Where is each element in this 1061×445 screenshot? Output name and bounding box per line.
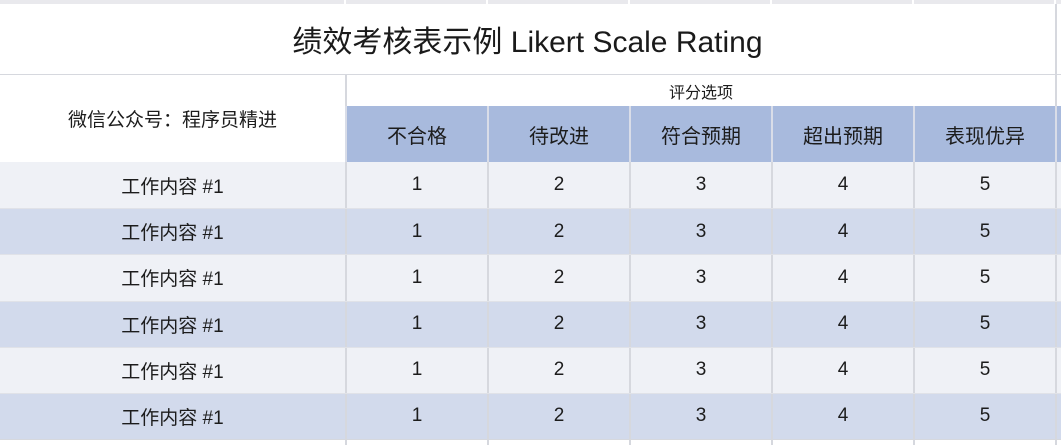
table-body: 工作内容 #1 1 2 3 4 5 工作内容 #1 1 2 3 4 5 工作内容… xyxy=(0,162,1061,439)
row-sliver-cell xyxy=(1055,301,1061,347)
rating-value-cell: 5 xyxy=(913,393,1055,439)
row-label-cell: 工作内容 #1 xyxy=(0,301,345,347)
gridline-segment xyxy=(1055,440,1057,445)
top-gridline-strip xyxy=(0,0,1061,5)
bottom-gridline-strip xyxy=(0,439,1061,445)
rating-value-cell: 3 xyxy=(629,301,771,347)
option-header-0: 不合格 xyxy=(345,106,487,162)
rating-value-cell: 2 xyxy=(487,162,629,209)
rating-value-cell: 3 xyxy=(629,393,771,439)
row-label-cell: 工作内容 #1 xyxy=(0,209,345,255)
rating-value-cell: 2 xyxy=(487,209,629,255)
gridline-segment xyxy=(771,440,773,445)
title-cell: 绩效考核表示例 Likert Scale Rating xyxy=(0,4,1055,74)
option-header-sliver-cell xyxy=(1055,106,1061,162)
table-row: 工作内容 #1 1 2 3 4 5 xyxy=(0,346,1061,393)
title-row: 绩效考核表示例 Likert Scale Rating xyxy=(0,4,1061,75)
rating-value-cell: 5 xyxy=(913,301,1055,347)
rating-value-cell: 3 xyxy=(629,347,771,393)
rating-value-cell: 4 xyxy=(771,162,913,209)
table-row: 工作内容 #1 1 2 3 4 5 xyxy=(0,162,1061,209)
gridline-gap xyxy=(628,0,630,4)
rating-options-group-header: 评分选项 xyxy=(345,75,1055,106)
row-sliver-cell xyxy=(1055,162,1061,209)
table-row: 工作内容 #1 1 2 3 4 5 xyxy=(0,208,1061,255)
rating-value-cell: 5 xyxy=(913,209,1055,255)
rating-value-cell: 5 xyxy=(913,347,1055,393)
option-header-3: 超出预期 xyxy=(771,106,913,162)
rating-value-cell: 3 xyxy=(629,162,771,209)
left-header-cell: 微信公众号：程序员精进 xyxy=(0,75,345,162)
rating-value-cell: 4 xyxy=(771,393,913,439)
row-label-cell: 工作内容 #1 xyxy=(0,393,345,439)
rating-value-cell: 2 xyxy=(487,347,629,393)
title-row-sliver-cell xyxy=(1055,4,1061,74)
gridline-gap xyxy=(486,0,488,4)
option-header-4: 表现优异 xyxy=(913,106,1055,162)
rating-value-cell: 4 xyxy=(771,255,913,301)
row-sliver-cell xyxy=(1055,209,1061,255)
gridline-gap xyxy=(344,0,346,4)
row-label-cell: 工作内容 #1 xyxy=(0,255,345,301)
row-sliver-cell xyxy=(1055,347,1061,393)
rating-value-cell: 1 xyxy=(345,393,487,439)
gridline-gap xyxy=(1054,0,1056,4)
rating-value-cell: 3 xyxy=(629,255,771,301)
gridline-segment xyxy=(487,440,489,445)
rating-value-cell: 2 xyxy=(487,393,629,439)
gridline-segment xyxy=(629,440,631,445)
table-row: 工作内容 #1 1 2 3 4 5 xyxy=(0,300,1061,347)
rating-value-cell: 3 xyxy=(629,209,771,255)
option-header-1: 待改进 xyxy=(487,106,629,162)
table-row: 工作内容 #1 1 2 3 4 5 xyxy=(0,254,1061,301)
gridline-segment xyxy=(913,440,915,445)
rating-value-cell: 4 xyxy=(771,301,913,347)
table-row: 工作内容 #1 1 2 3 4 5 xyxy=(0,392,1061,439)
gridline-segment xyxy=(345,440,347,445)
rating-value-cell: 4 xyxy=(771,347,913,393)
rating-value-cell: 1 xyxy=(345,255,487,301)
row-sliver-cell xyxy=(1055,255,1061,301)
rating-value-cell: 2 xyxy=(487,301,629,347)
rating-value-cell: 5 xyxy=(913,255,1055,301)
rating-value-cell: 1 xyxy=(345,301,487,347)
rating-value-cell: 1 xyxy=(345,347,487,393)
gridline-gap xyxy=(770,0,772,4)
rating-value-cell: 1 xyxy=(345,209,487,255)
rating-value-cell: 5 xyxy=(913,162,1055,209)
row-label-cell: 工作内容 #1 xyxy=(0,162,345,209)
rating-value-cell: 1 xyxy=(345,162,487,209)
rating-value-cell: 4 xyxy=(771,209,913,255)
row-label-cell: 工作内容 #1 xyxy=(0,347,345,393)
rating-value-cell: 2 xyxy=(487,255,629,301)
table-header: 微信公众号：程序员精进 评分选项 不合格 待改进 符合预期 超出预期 表现优异 xyxy=(0,75,1061,162)
table-title: 绩效考核表示例 Likert Scale Rating xyxy=(292,26,763,59)
group-header-sliver-cell xyxy=(1055,75,1061,106)
row-sliver-cell xyxy=(1055,393,1061,439)
gridline-gap xyxy=(912,0,914,4)
option-header-2: 符合预期 xyxy=(629,106,771,162)
